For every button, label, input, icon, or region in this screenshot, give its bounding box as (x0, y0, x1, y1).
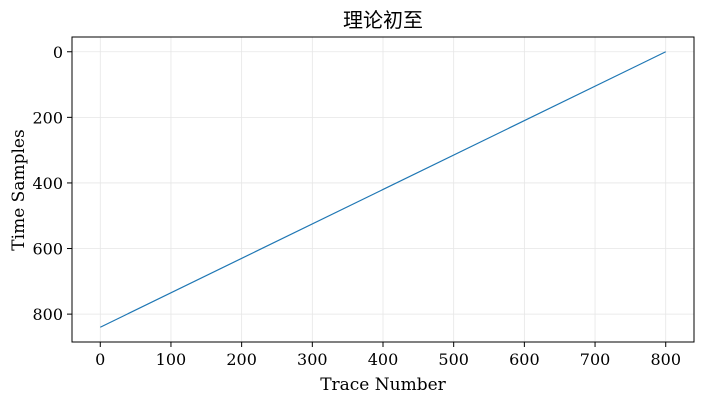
y-tick-label: 400 (32, 174, 63, 193)
x-tick-label: 0 (95, 350, 105, 369)
x-tick-label: 600 (509, 350, 540, 369)
chart-title: 理论初至 (343, 8, 423, 32)
y-axis-label: Time Samples (9, 129, 29, 250)
x-tick-label: 400 (368, 350, 399, 369)
y-tick-label: 200 (32, 108, 63, 127)
x-tick-label: 300 (297, 350, 328, 369)
x-axis-label: Trace Number (320, 375, 446, 395)
y-tick-label: 800 (32, 305, 63, 324)
x-axis-ticks: 0 100 200 300 400 500 600 700 800 (95, 342, 681, 369)
series-line (100, 51, 666, 328)
y-tick-label: 600 (32, 240, 63, 259)
y-axis-ticks: 0 200 400 600 800 (32, 43, 72, 324)
x-tick-label: 800 (650, 350, 681, 369)
x-tick-label: 500 (438, 350, 469, 369)
grid (72, 37, 694, 342)
y-tick-label: 0 (53, 43, 63, 62)
x-tick-label: 200 (226, 350, 257, 369)
x-tick-label: 700 (580, 350, 611, 369)
x-tick-label: 100 (156, 350, 187, 369)
series-layer (100, 51, 666, 328)
